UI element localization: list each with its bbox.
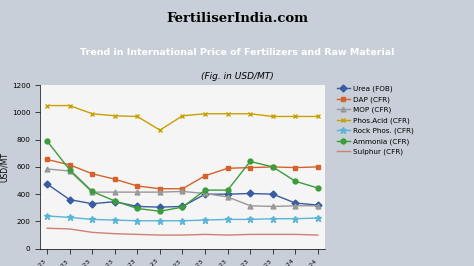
Y-axis label: USD/MT: USD/MT [0, 152, 9, 182]
Text: (Fig. in USD/MT): (Fig. in USD/MT) [201, 72, 273, 81]
Text: Trend in International Price of Fertilizers and Raw Material: Trend in International Price of Fertiliz… [80, 48, 394, 57]
Legend: Urea (FOB), DAP (CFR), MOP (CFR), Phos.Acid (CFR), Rock Phos. (CFR), Ammonia (CF: Urea (FOB), DAP (CFR), MOP (CFR), Phos.A… [337, 85, 413, 155]
Text: FertiliserIndia.com: FertiliserIndia.com [166, 12, 308, 25]
